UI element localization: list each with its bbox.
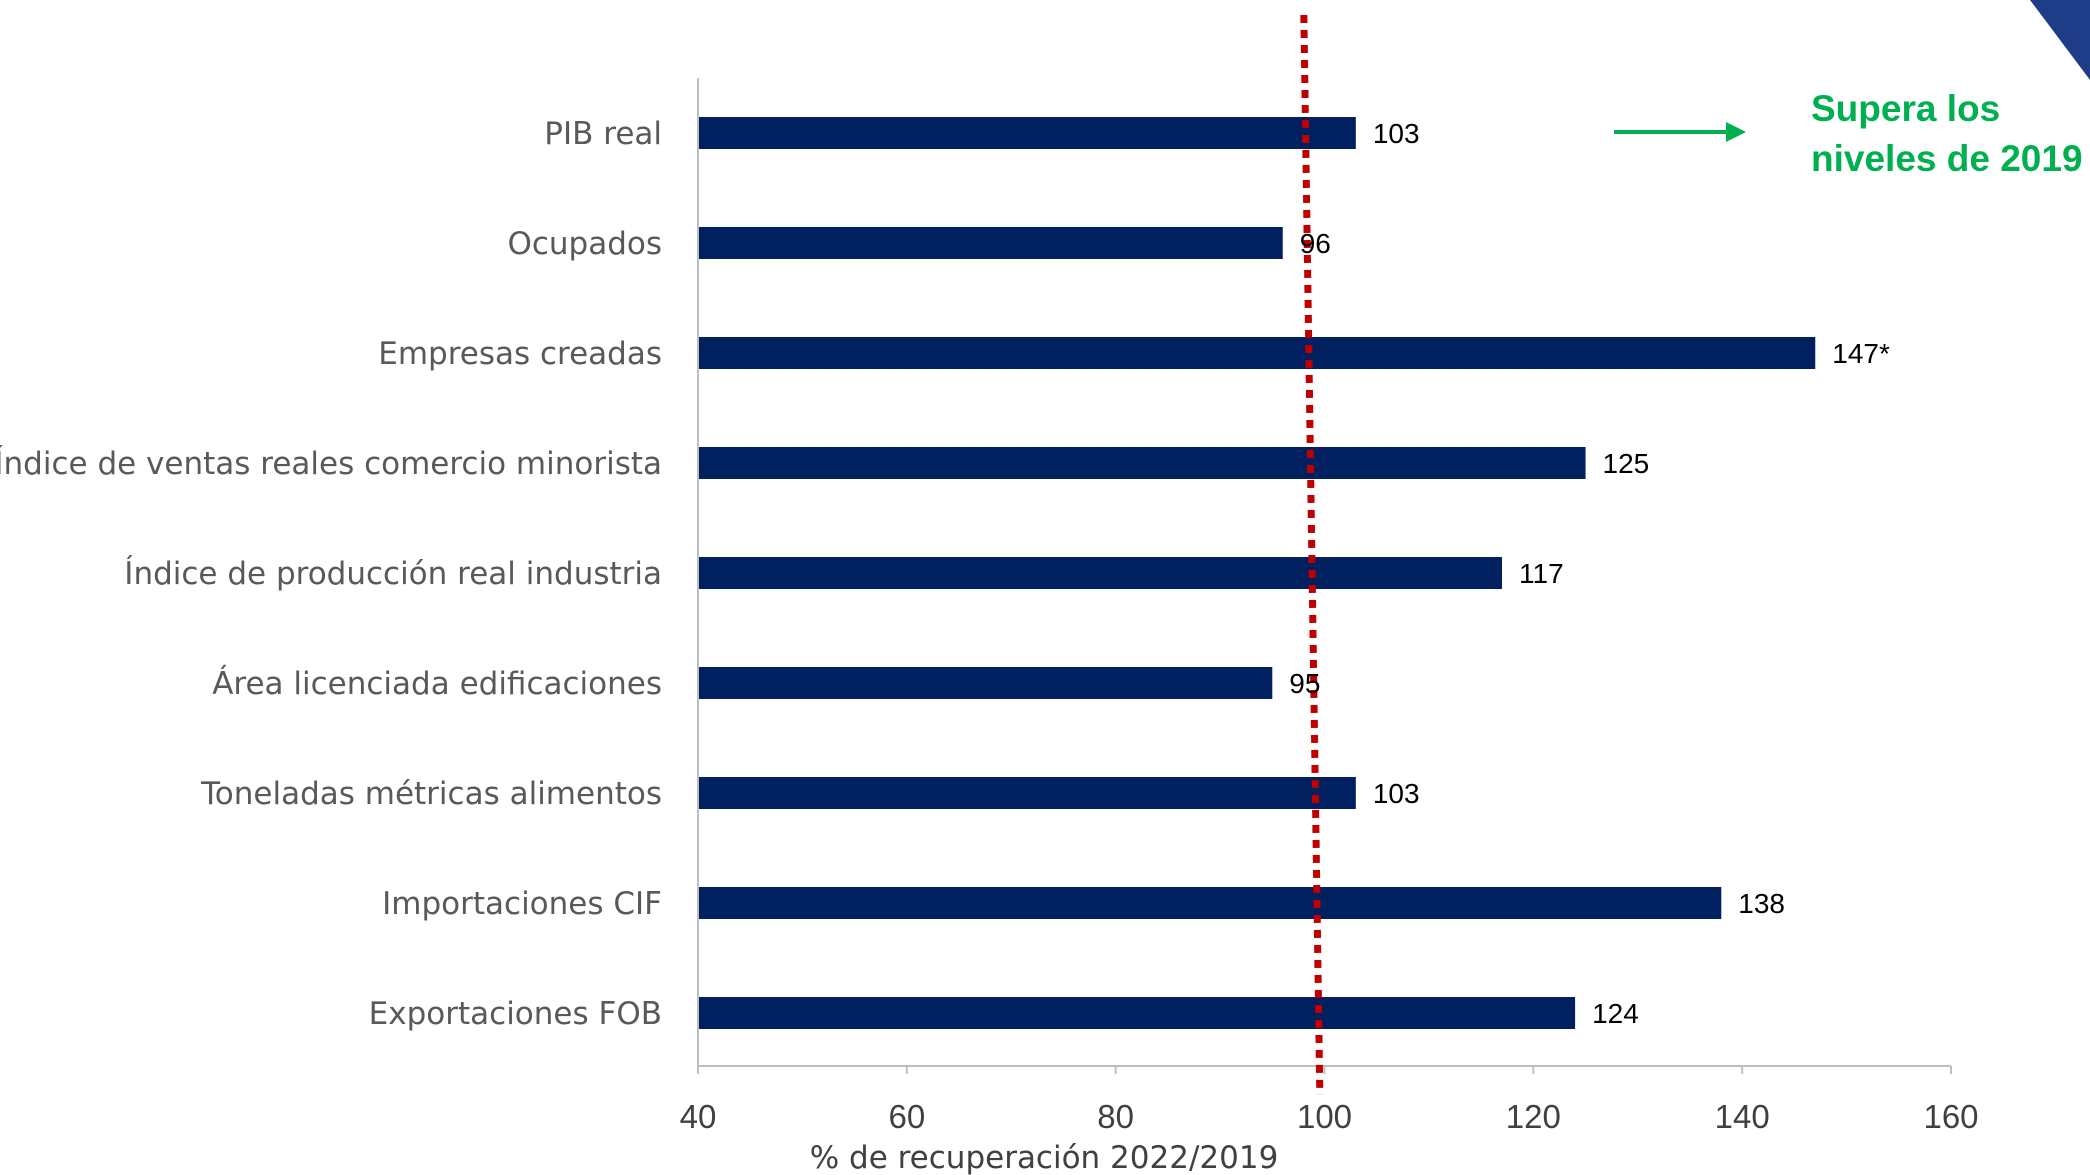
bar-pib-real (698, 117, 1356, 149)
reference-line-group (1300, 14, 1324, 1096)
value-label: 147* (1832, 338, 1890, 369)
reference-line (1300, 14, 1324, 1096)
x-tick-label: 120 (1506, 1098, 1561, 1135)
category-label: Empresas creadas (378, 336, 662, 372)
value-label: 124 (1592, 998, 1639, 1029)
value-label: 96 (1300, 228, 1331, 259)
value-label: 103 (1373, 118, 1420, 149)
category-label: Ocupados (507, 226, 662, 262)
x-tick-label: 140 (1715, 1098, 1770, 1135)
category-label: Exportaciones FOB (369, 996, 662, 1032)
bar-ocupados (698, 227, 1283, 259)
x-tick-label: 40 (680, 1098, 717, 1135)
category-label: Importaciones CIF (382, 886, 662, 922)
x-tick-label: 100 (1297, 1098, 1352, 1135)
bar-toneladas-metricas-alimentos (698, 777, 1356, 809)
bar-empresas-creadas (698, 337, 1816, 369)
bar-indice-de-ventas-reales-comercio-minorista (698, 447, 1586, 479)
annotation-line-2: niveles de 2019 (1811, 138, 2083, 179)
bars-group (698, 117, 1816, 1029)
annotation: Supera los niveles de 2019 (1614, 88, 2083, 179)
category-label: Índice de producción real industria (124, 556, 662, 592)
corner-accent-shape (2030, 0, 2090, 80)
value-label: 103 (1373, 778, 1420, 809)
category-label: PIB real (544, 116, 662, 152)
x-tick-label: 160 (1923, 1098, 1978, 1135)
category-label: Toneladas métricas alimentos (200, 776, 662, 812)
category-label: Índice de ventas reales comercio minoris… (0, 446, 662, 482)
value-label: 95 (1289, 668, 1320, 699)
bar-area-licenciada-edificaciones (698, 667, 1273, 699)
bar-indice-de-produccion-real-industria (698, 557, 1503, 589)
annotation-line-1: Supera los (1811, 88, 2000, 129)
value-label: 138 (1738, 888, 1785, 919)
x-axis: 40 60 80 100 120 140 160 (680, 78, 1979, 1135)
x-axis-title: % de recuperación 2022/2019 (810, 1140, 1279, 1175)
value-labels: 103 96 147* 125 117 95 103 138 124 (1289, 118, 1890, 1029)
bar-importaciones-cif (698, 887, 1722, 919)
arrow-right-icon (1726, 122, 1746, 142)
x-tick-label: 60 (888, 1098, 925, 1135)
value-label: 125 (1603, 448, 1650, 479)
bar-exportaciones-fob (698, 997, 1576, 1029)
x-tick-label: 80 (1097, 1098, 1134, 1135)
category-label: Área licenciada edificaciones (212, 666, 662, 702)
category-labels: PIB real Ocupados Empresas creadas Índice d… (0, 116, 662, 1032)
value-label: 117 (1519, 558, 1564, 589)
